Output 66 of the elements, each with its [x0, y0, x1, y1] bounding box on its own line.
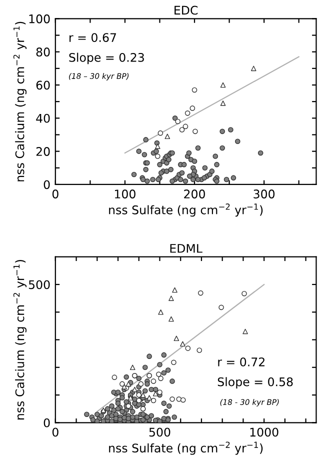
x-tick-label: 300: [254, 190, 275, 198]
point: [180, 397, 186, 403]
annotation: Slope = 0.58: [218, 377, 293, 389]
x-tick-label: 0: [52, 190, 58, 198]
point: [171, 360, 176, 366]
point: [220, 82, 226, 88]
point: [112, 374, 118, 380]
point: [184, 110, 190, 116]
point: [152, 390, 158, 396]
x-tick-label: 1000: [250, 428, 278, 437]
y-tick-label: 60: [36, 80, 50, 90]
point: [192, 87, 198, 93]
chart-title: EDML: [170, 244, 202, 253]
y-tick-label: 0: [44, 180, 50, 190]
y-axis-title: nss Calcium (ng cm$^{−2}$ yr$^{−1}$): [13, 22, 27, 182]
y-tick-label: 80: [36, 48, 50, 56]
x-tick-label: 200: [184, 190, 205, 198]
point: [155, 144, 160, 149]
point: [164, 134, 170, 140]
point: [192, 128, 198, 134]
point: [196, 348, 202, 353]
point: [180, 341, 186, 347]
y-tick-label: 500: [28, 280, 50, 290]
point: [190, 106, 196, 111]
point: [185, 346, 191, 351]
point: [168, 316, 174, 322]
y-tick-label: 0: [44, 418, 50, 428]
point: [138, 381, 144, 387]
point: [146, 395, 152, 400]
y-tick-label: 40: [36, 114, 50, 123]
point: [172, 287, 178, 293]
point: [250, 66, 256, 72]
point: [179, 127, 185, 132]
point: [150, 378, 156, 384]
point: [168, 296, 174, 301]
point: [156, 372, 162, 377]
point: [198, 290, 204, 296]
x-tick-label: 100: [114, 190, 136, 198]
point: [158, 130, 164, 136]
point: [136, 392, 142, 398]
point: [218, 304, 224, 310]
point: [182, 124, 188, 130]
point: [158, 376, 164, 382]
point: [174, 336, 180, 342]
point: [220, 100, 226, 106]
x-axis-title: nss Sulfate (ng cm$^{−2}$ yr$^{−1}$): [109, 442, 263, 455]
point: [132, 386, 138, 392]
point: [242, 290, 247, 296]
point: [155, 154, 160, 159]
point: [175, 118, 180, 124]
y-axis-title: nss Calcium (ng cm$^{−2}$ yr$^{−1}$): [13, 260, 27, 420]
x-axis-title: nss Sulfate (ng cm$^{−2}$ yr$^{−1}$): [109, 204, 263, 217]
x-tick-label: 500: [149, 428, 170, 437]
annotation: r = 0.72: [218, 357, 264, 366]
y-tick-label: 100: [29, 14, 50, 24]
point: [170, 396, 175, 402]
point: [157, 390, 162, 395]
point: [150, 398, 156, 404]
point: [158, 309, 164, 315]
y-tick-label: 20: [36, 147, 50, 156]
x-tick-label: 0: [52, 428, 58, 437]
annotation: r = 0.67: [70, 33, 116, 42]
point: [242, 328, 248, 334]
point: [130, 364, 136, 370]
annotation: Slope = 0.23: [69, 52, 144, 64]
chart-title: EDC: [174, 6, 198, 15]
